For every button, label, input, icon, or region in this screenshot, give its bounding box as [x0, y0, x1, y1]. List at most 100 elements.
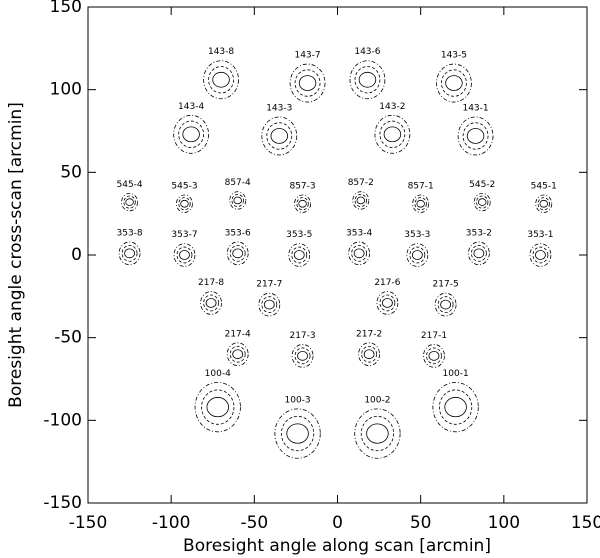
beam-label: 857-2	[348, 178, 374, 188]
beam-label: 143-4	[178, 102, 204, 112]
x-tick-label: -50	[240, 513, 268, 533]
beam-label: 143-5	[441, 51, 467, 61]
beam-contour-outer	[349, 60, 386, 100]
beam-label: 545-1	[531, 182, 557, 192]
beam-contour-mid	[121, 245, 138, 262]
x-tick-label: -150	[69, 513, 108, 533]
beam-contour-outer	[294, 194, 312, 213]
beam-label: 143-1	[462, 103, 488, 113]
beam-contour-mid	[231, 193, 244, 207]
beam-label: 353-1	[527, 230, 553, 240]
beam-contour-inner	[205, 298, 217, 308]
beam-contour-outer	[274, 408, 321, 459]
beam-contour-mid	[229, 345, 246, 363]
beam-contour-outer	[176, 194, 193, 213]
beam-contour-outer	[173, 114, 209, 154]
beam-label: 100-2	[364, 395, 390, 405]
beam-label: 857-3	[289, 182, 315, 192]
beam-label: 217-7	[256, 280, 282, 290]
y-tick-label: -100	[43, 410, 82, 430]
beam-contour-inner	[212, 71, 230, 88]
y-tick-label: -150	[43, 493, 82, 513]
beam-contour-outer	[229, 191, 247, 210]
beam-contour-outer	[432, 381, 479, 433]
beam-contour-outer	[473, 192, 491, 212]
beam-contour-mid	[261, 296, 278, 313]
y-tick-label: 50	[60, 162, 82, 182]
x-tick-label: 150	[571, 513, 600, 533]
beam-contour-outer	[535, 194, 553, 213]
beam-contour-inner	[298, 75, 317, 91]
beam-contour-outer	[434, 292, 457, 317]
beam-label: 545-4	[117, 180, 143, 190]
beam-contour-mid	[354, 66, 381, 94]
beam-label: 143-6	[354, 47, 380, 57]
beam-contour-outer	[529, 243, 552, 267]
beam-contour-inner	[445, 75, 463, 91]
beam-contour-inner	[363, 349, 375, 360]
beam-contour-inner	[263, 299, 275, 310]
beam-label: 545-3	[171, 182, 197, 192]
beam-contour-inner	[180, 199, 189, 208]
y-tick-label: 100	[50, 80, 82, 100]
beam-contour-mid	[123, 195, 136, 209]
beam-label: 100-1	[443, 369, 469, 379]
beam-contour-inner	[293, 250, 305, 260]
beam-contour-inner	[411, 250, 423, 260]
y-tick-label: 0	[71, 245, 82, 265]
beam-contour-mid	[176, 246, 193, 264]
beam-label: 100-4	[205, 369, 231, 379]
beam-contour-mid	[208, 66, 234, 94]
beam-label: 143-2	[379, 102, 405, 112]
beam-label: 143-7	[294, 51, 320, 61]
beam-contour-mid	[280, 415, 315, 452]
beam-contour-mid	[354, 193, 367, 207]
beam-contour-mid	[437, 296, 454, 313]
beam-contour-mid	[203, 294, 219, 312]
beam-contour-outer	[173, 243, 196, 267]
beam-contour-inner	[428, 350, 440, 361]
x-tick-label: 50	[410, 513, 432, 533]
beam-contour-inner	[356, 196, 366, 205]
beam-contour-outer	[118, 241, 141, 266]
beam-contour-outer	[226, 241, 249, 266]
beam-contour-inner	[298, 199, 307, 208]
beam-contour-mid	[438, 389, 473, 425]
beam-label: 217-6	[374, 278, 400, 288]
beam-contour-mid	[178, 120, 205, 148]
beam-contour-inner	[233, 196, 242, 205]
beam-contour-inner	[440, 299, 452, 310]
beam-contour-mid	[178, 197, 191, 211]
y-tick-label: 150	[50, 0, 82, 17]
beam-contour-mid	[462, 122, 489, 150]
beam-contour-inner	[232, 248, 244, 259]
plot-frame	[87, 6, 588, 504]
beam-contour-inner	[473, 248, 485, 259]
beam-contour-inner	[535, 250, 546, 260]
beam-contour-outer	[291, 344, 314, 368]
beam-contour-outer	[194, 381, 241, 433]
beam-label: 353-5	[286, 230, 312, 240]
beam-label: 353-2	[466, 228, 492, 238]
beam-contour-inner	[358, 71, 377, 88]
x-axis-title: Boresight angle along scan [arcmin]	[183, 536, 491, 556]
beam-label: 353-4	[346, 228, 372, 238]
beam-contour-inner	[297, 350, 308, 361]
beam-contour-mid	[379, 120, 406, 148]
beam-contour-outer	[200, 291, 222, 315]
beam-contour-outer	[288, 243, 311, 267]
x-tick-label: 0	[332, 513, 343, 533]
beam-contour-mid	[537, 197, 550, 211]
beam-label: 217-2	[356, 329, 382, 339]
beam-contour-outer	[468, 241, 490, 266]
beam-label: 217-4	[225, 329, 251, 339]
beam-contour-inner	[124, 248, 135, 259]
beam-contour-outer	[261, 116, 298, 156]
beam-contour-inner	[270, 128, 288, 144]
beam-contour-outer	[436, 63, 472, 103]
beam-contour-inner	[286, 423, 309, 444]
beam-contour-mid	[470, 245, 487, 262]
beam-contour-mid	[360, 415, 395, 452]
beam-contour-mid	[291, 246, 308, 264]
beam-label: 217-8	[198, 278, 224, 288]
